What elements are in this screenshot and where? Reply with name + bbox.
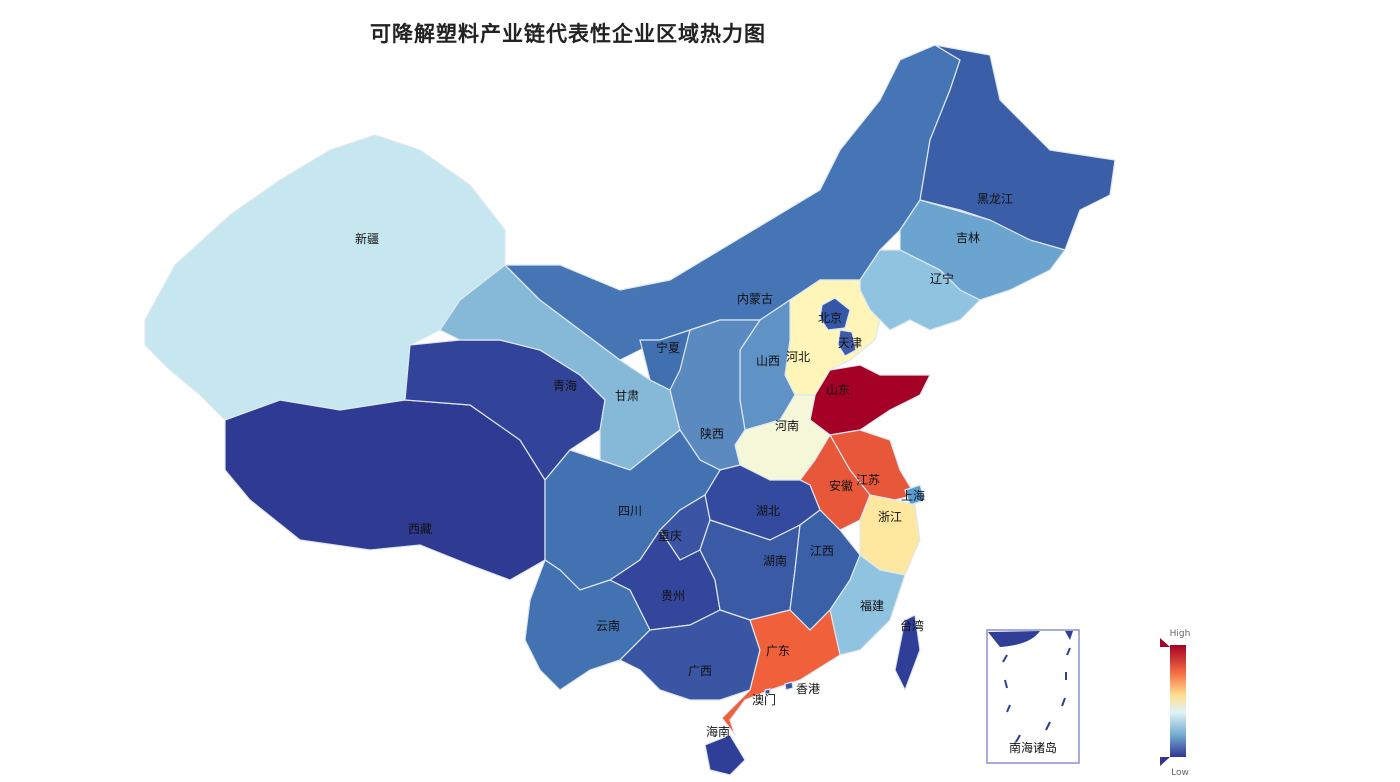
region-label-taiwan: 台湾 xyxy=(900,618,924,633)
region-beijing[interactable] xyxy=(819,297,851,331)
region-label-yunnan: 云南 xyxy=(596,618,620,633)
region-label-jiangsu: 江苏 xyxy=(856,473,880,487)
region-macau[interactable] xyxy=(764,688,771,695)
region-label-zhejiang: 浙江 xyxy=(878,510,902,524)
region-label-fujian: 福建 xyxy=(860,598,884,613)
region-label-shanxi: 山西 xyxy=(756,354,780,368)
region-label-chongqing: 重庆 xyxy=(658,529,682,543)
region-taiwan[interactable] xyxy=(894,614,921,692)
region-label-tianjin: 天津 xyxy=(838,336,862,350)
region-label-tibet: 西藏 xyxy=(408,522,432,536)
legend-bar xyxy=(1170,645,1186,757)
region-label-hebei: 河北 xyxy=(786,350,810,364)
region-jilin[interactable] xyxy=(899,199,1067,301)
legend-high-handle[interactable] xyxy=(1160,638,1170,647)
region-label-hubei: 湖北 xyxy=(756,503,780,518)
region-hainan[interactable] xyxy=(704,734,746,776)
region-label-shandong: 山东 xyxy=(826,383,850,397)
region-label-liaoning: 辽宁 xyxy=(930,271,954,286)
region-label-hunan: 湖南 xyxy=(763,553,787,568)
region-label-shanghai: 上海 xyxy=(901,488,925,503)
region-label-ningxia: 宁夏 xyxy=(656,340,680,355)
region-label-neimenggu: 内蒙古 xyxy=(737,291,773,306)
region-label-sichuan: 四川 xyxy=(618,504,642,518)
region-label-beijing: 北京 xyxy=(818,311,842,325)
region-label-guangdong: 广东 xyxy=(766,644,790,658)
region-label-xinjiang: 新疆 xyxy=(355,231,379,246)
region-ningxia[interactable] xyxy=(639,329,691,391)
south-china-sea-inset: 南海诸岛 xyxy=(986,629,1080,764)
region-label-henan: 河南 xyxy=(775,418,799,433)
region-label-hongkong: 香港 xyxy=(796,682,820,696)
region-label-shaanxi: 陕西 xyxy=(700,426,724,441)
legend-low-handle[interactable] xyxy=(1160,757,1170,766)
region-shandong[interactable] xyxy=(809,364,931,436)
region-label-guizhou: 贵州 xyxy=(661,589,685,603)
legend-high-label: High xyxy=(1170,629,1191,639)
region-label-macau: 澳门 xyxy=(752,692,776,707)
region-hongkong[interactable] xyxy=(784,681,794,691)
region-label-qinghai: 青海 xyxy=(553,378,577,393)
region-guangdong[interactable] xyxy=(721,608,841,736)
color-legend: High Low xyxy=(1160,629,1190,778)
region-fujian[interactable] xyxy=(829,554,906,656)
region-label-gansu: 甘肃 xyxy=(615,389,639,403)
region-label-guangxi: 广西 xyxy=(688,664,712,678)
region-label-jilin: 吉林 xyxy=(956,231,980,245)
legend-low-label: Low xyxy=(1171,768,1189,778)
region-label-anhui: 安徽 xyxy=(829,478,853,493)
inset-label: 南海诸岛 xyxy=(1009,740,1057,755)
map-title: 可降解塑料产业链代表性企业区域热力图 xyxy=(370,22,766,46)
region-shanghai[interactable] xyxy=(904,484,926,506)
region-tianjin[interactable] xyxy=(837,329,857,357)
region-label-jiangxi: 江西 xyxy=(810,544,834,558)
region-tibet[interactable] xyxy=(224,399,546,581)
region-label-heilongjiang: 黑龙江 xyxy=(977,192,1013,206)
region-label-hainan: 海南 xyxy=(706,724,730,739)
